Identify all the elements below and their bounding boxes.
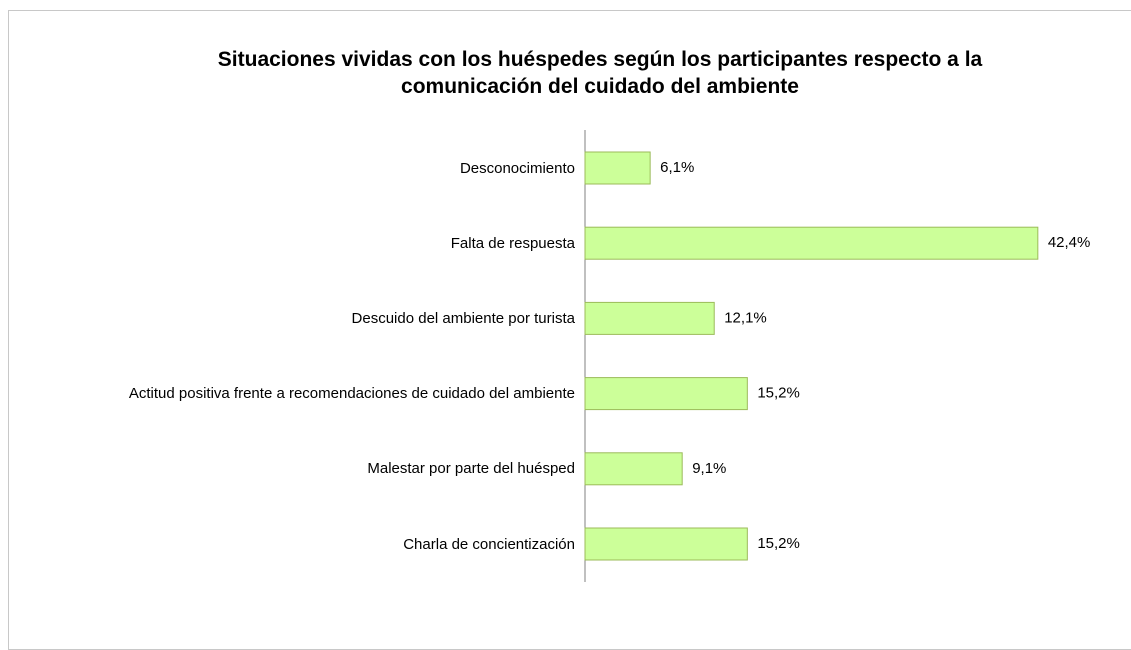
category-label: Actitud positiva frente a recomendacione…: [128, 385, 575, 403]
bar: [584, 452, 683, 486]
bar: [584, 527, 748, 561]
chart: Situaciones vividas con los huéspedes se…: [8, 10, 1131, 650]
chart-title: Situaciones vividas con los huéspedes se…: [217, 48, 983, 98]
value-label: 12,1%: [724, 309, 767, 326]
bar: [584, 301, 715, 335]
category-label: Falta de respuesta: [450, 234, 575, 252]
plot: 6,1% 42,4% 12,1% 15,2% 9,1% 15,2%: [584, 130, 1091, 582]
bar: [584, 151, 651, 185]
value-label: 15,2%: [757, 385, 800, 402]
value-label: 15,2%: [757, 535, 800, 552]
category-label: Desconocimiento: [459, 159, 575, 177]
value-label: 42,4%: [1048, 234, 1091, 251]
category-label: Malestar por parte del huésped: [367, 460, 575, 478]
bar: [584, 226, 1039, 260]
bar: [584, 377, 748, 411]
value-label: 6,1%: [660, 159, 694, 176]
category-label: Charla de concientización: [403, 535, 575, 553]
category-label: Descuido del ambiente por turista: [351, 309, 575, 327]
value-label: 9,1%: [692, 460, 726, 477]
